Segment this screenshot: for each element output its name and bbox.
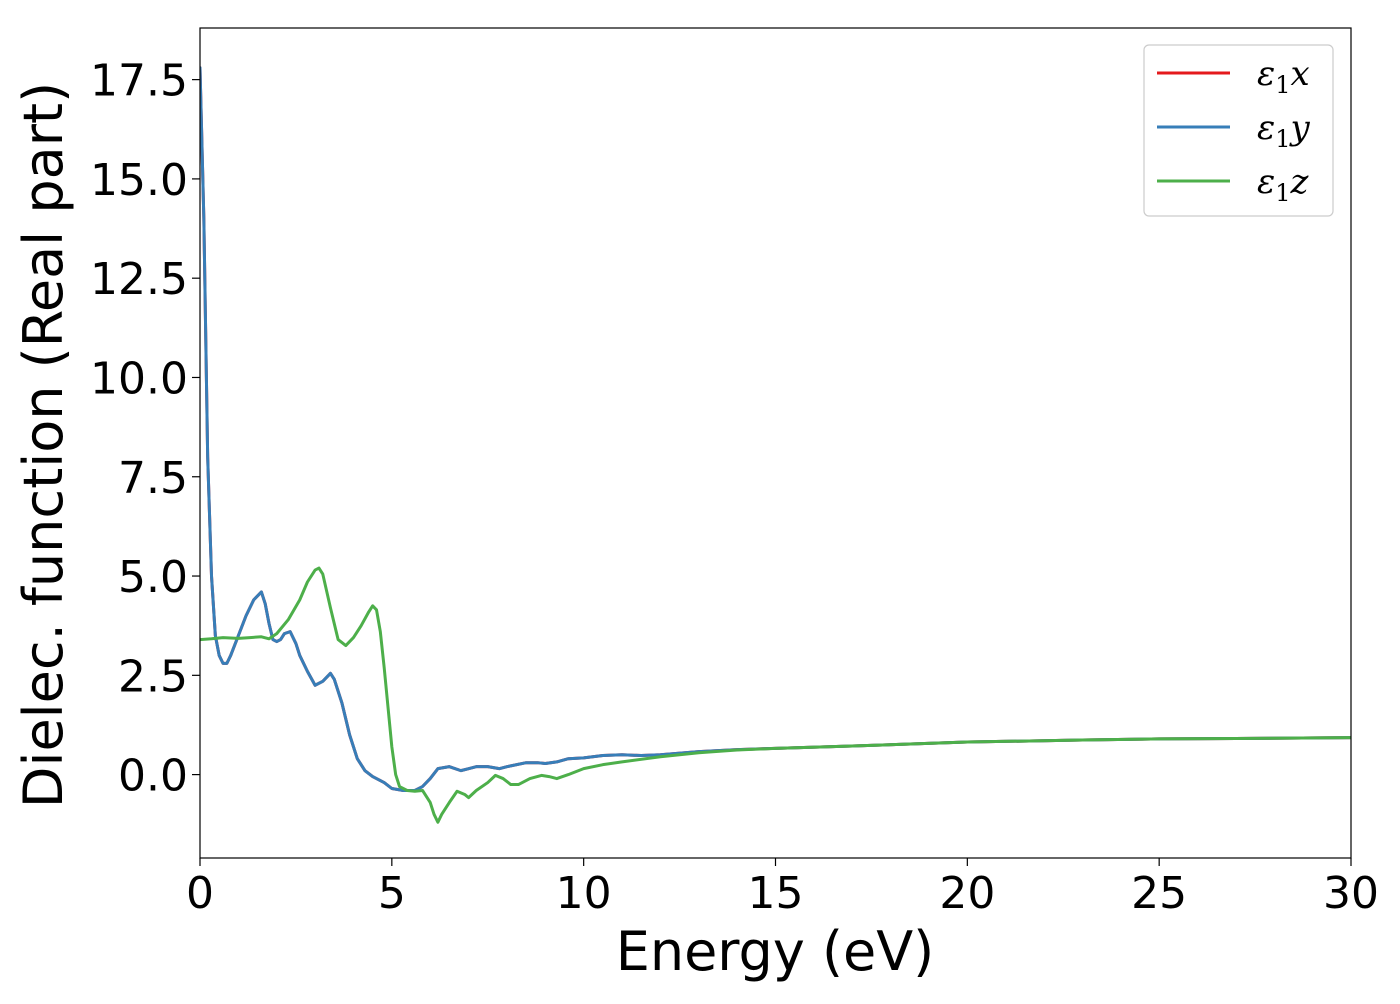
legend-label-z: ε1z bbox=[1257, 162, 1310, 207]
y-tick-label: 7.5 bbox=[118, 453, 188, 504]
x-axis-ticks: 0 5 10 15 20 25 30 bbox=[186, 858, 1379, 919]
legend-box bbox=[1143, 44, 1334, 217]
series-line-z bbox=[200, 566, 1351, 824]
y-tick-label: 0.0 bbox=[118, 751, 188, 802]
series-line-y bbox=[200, 66, 1351, 792]
legend-label-y: ε1y bbox=[1257, 108, 1311, 153]
x-axis-title: Energy (eV) bbox=[616, 920, 935, 983]
x-tick-label: 5 bbox=[378, 868, 406, 919]
y-tick-label: 12.5 bbox=[90, 254, 188, 305]
y-tick-label: 17.5 bbox=[90, 56, 188, 107]
y-tick-label: 10.0 bbox=[90, 353, 188, 404]
x-tick-label: 25 bbox=[1131, 868, 1187, 919]
y-tick-label: 2.5 bbox=[118, 651, 188, 702]
x-tick-label: 0 bbox=[186, 868, 214, 919]
y-axis-ticks: 0.0 2.5 5.0 7.5 10.0 12.5 15.0 17.5 bbox=[90, 56, 200, 802]
y-tick-label: 15.0 bbox=[90, 155, 188, 206]
x-tick-label: 15 bbox=[748, 868, 804, 919]
x-tick-label: 10 bbox=[556, 868, 612, 919]
y-axis-title: Dielec. function (Real part) bbox=[12, 82, 75, 808]
legend-label-x: ε1x bbox=[1257, 54, 1310, 99]
y-tick-label: 5.0 bbox=[118, 552, 188, 603]
legend: ε1x ε1y ε1z bbox=[1143, 44, 1334, 217]
x-tick-label: 30 bbox=[1323, 868, 1379, 919]
x-tick-label: 20 bbox=[939, 868, 995, 919]
